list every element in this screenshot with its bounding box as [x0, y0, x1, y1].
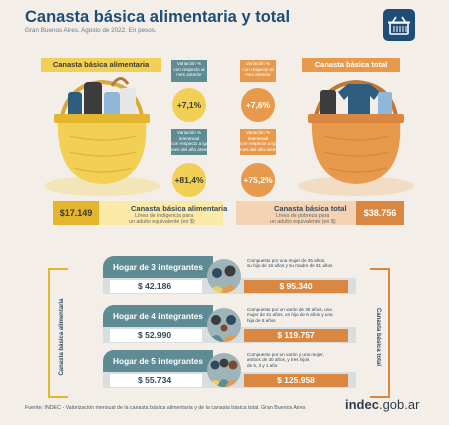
total-amount: $38.756	[356, 201, 404, 225]
household-title: Hogar de 5 integrantes	[103, 350, 213, 372]
total-strip-text-2: un adulto equivalente (en $)	[270, 219, 336, 225]
clothes-basket-icon	[298, 79, 414, 196]
household-card-4: Hogar de 4 integrantes Compuesto por un …	[103, 305, 356, 343]
brand-suffix: .gob.ar	[378, 397, 420, 412]
source-note: Fuente: INDEC - Valorización mensual de …	[25, 405, 306, 411]
alimentaria-strip: $17.149 Canasta básica alimentaria Línea…	[53, 201, 227, 225]
alimentaria-yearly-tag: Variación % interanual con respecto a ig…	[171, 129, 207, 155]
household-card-3: Hogar de 3 integrantes Compuesto por una…	[103, 256, 356, 294]
total-yearly-value: +75,2%	[241, 163, 275, 197]
brand-main: indec	[345, 397, 379, 412]
family-icon	[207, 259, 241, 293]
alimentaria-amount: $17.149	[53, 201, 99, 225]
alimentaria-yearly-value: +81,4%	[172, 163, 206, 197]
household-alimentaria-value: $ 55.734	[110, 374, 202, 387]
alimentaria-strip-text-1: Línea de indigencia para	[135, 213, 194, 219]
household-description: Compuesto por una mujer de 35 años, su h…	[247, 258, 333, 269]
alimentaria-monthly-value: +7,1%	[172, 88, 206, 122]
total-side-bracket: Canasta básica total	[370, 268, 390, 398]
household-total-value: $ 95.340	[244, 280, 348, 293]
household-description: Compuesto por un varón de 35 años, una m…	[247, 307, 333, 323]
alimentaria-side-label: Canasta básica alimentaria	[59, 298, 65, 376]
household-alimentaria-value: $ 42.186	[110, 280, 202, 293]
food-basket-icon	[44, 77, 160, 196]
family-icon	[207, 308, 241, 342]
alimentaria-label: Canasta básica alimentaria	[41, 58, 161, 72]
household-description: Compuesto por un varón y una mujer, ambo…	[247, 352, 324, 368]
total-label: Canasta básica total	[302, 58, 400, 72]
total-monthly-value: +7,6%	[241, 88, 275, 122]
indec-brand: indec.gob.ar	[345, 397, 419, 412]
household-total-value: $ 119.757	[244, 329, 348, 342]
total-strip-text-1: Línea de pobreza para	[276, 213, 330, 219]
alimentaria-strip-text-2: un adulto equivalente (en $)	[129, 219, 195, 225]
household-alimentaria-value: $ 52.990	[110, 329, 202, 342]
family-icon	[207, 353, 241, 387]
total-strip-title: Canasta básica total	[274, 204, 347, 213]
total-side-label: Canasta básica total	[375, 307, 381, 367]
page-title: Canasta básica alimentaria y total	[25, 8, 291, 26]
alimentaria-side-bracket: Canasta básica alimentaria	[48, 268, 68, 398]
household-total-value: $ 125.958	[244, 374, 348, 387]
household-title: Hogar de 4 integrantes	[103, 305, 213, 327]
page-subtitle: Gran Buenos Aires. Agosto de 2022. En pe…	[25, 27, 157, 34]
total-yearly-tag: Variación % interanual con respecto a ig…	[240, 129, 276, 155]
total-monthly-tag: Variación % con respecto al mes anterior	[240, 60, 276, 82]
total-strip: Canasta básica total Línea de pobreza pa…	[236, 201, 404, 225]
household-card-5: Hogar de 5 integrantes Compuesto por un …	[103, 350, 356, 388]
household-title: Hogar de 3 integrantes	[103, 256, 213, 278]
alimentaria-strip-title: Canasta básica alimentaria	[131, 204, 228, 213]
basket-logo-icon	[383, 9, 415, 41]
alimentaria-monthly-tag: Variación % con respecto al mes anterior	[171, 60, 207, 82]
